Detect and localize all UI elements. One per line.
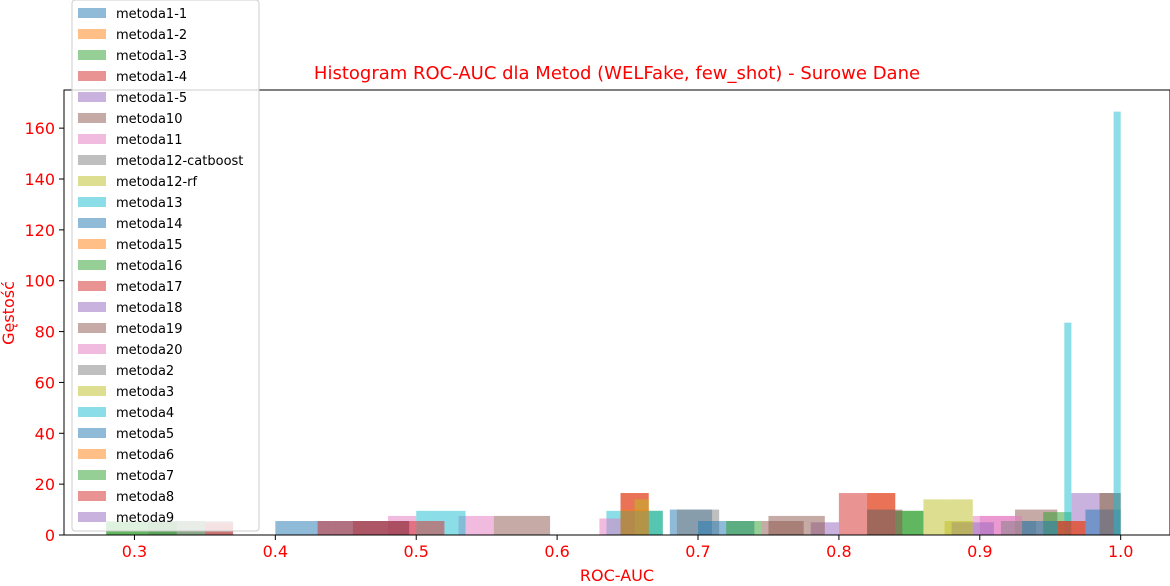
legend-swatch: [78, 71, 106, 81]
legend-swatch: [78, 344, 106, 354]
legend-label: metoda13: [116, 196, 182, 211]
y-tick-label: 20: [35, 475, 55, 494]
plot-frame: [63, 89, 1170, 536]
legend-swatch: [78, 155, 106, 165]
legend-label: metoda14: [116, 217, 182, 232]
histogram-bar: [599, 518, 621, 535]
legend-label: metoda1-5: [116, 91, 187, 106]
legend-label: metoda7: [116, 469, 174, 484]
histogram-bar: [726, 521, 762, 535]
legend-label: metoda4: [116, 406, 174, 421]
legend-swatch: [78, 281, 106, 291]
legend-label: metoda2: [116, 364, 174, 379]
histogram-bar: [1064, 322, 1072, 535]
legend-label: metoda12-rf: [116, 175, 198, 190]
legend-swatch: [78, 29, 106, 39]
x-tick-label: 0.8: [826, 542, 851, 561]
legend-swatch: [78, 50, 106, 60]
legend-label: metoda10: [116, 112, 182, 127]
legend-swatch: [78, 176, 106, 186]
legend-swatch: [78, 134, 106, 144]
legend-label: metoda1-2: [116, 28, 187, 43]
histogram-bar: [1113, 111, 1121, 536]
y-tick-label: 140: [24, 170, 55, 189]
legend-label: metoda8: [116, 490, 174, 505]
histogram-bar: [944, 521, 973, 535]
y-tick-label: 0: [45, 526, 55, 545]
x-tick-label: 0.5: [404, 542, 429, 561]
chart-title: Histogram ROC-AUC dla Metod (WELFake, fe…: [314, 63, 920, 84]
histogram-bar: [409, 521, 445, 535]
legend-swatch: [78, 92, 106, 102]
x-tick-label: 0.7: [685, 542, 710, 561]
legend-swatch: [78, 323, 106, 333]
histogram-bar: [838, 493, 868, 535]
x-tick-label: 0.9: [967, 542, 992, 561]
legend-label: metoda1-1: [116, 7, 187, 22]
legend-swatch: [78, 260, 106, 270]
legend-label: metoda15: [116, 238, 182, 253]
legend-label: metoda6: [116, 448, 174, 463]
y-tick-label: 100: [24, 272, 55, 291]
x-tick-label: 1.0: [1108, 542, 1133, 561]
legend-label: metoda5: [116, 427, 174, 442]
histogram-bar: [458, 515, 494, 535]
histogram-bar: [1057, 521, 1086, 535]
histogram-bar: [620, 509, 649, 535]
legend-label: metoda1-3: [116, 49, 187, 64]
y-tick-label: 80: [35, 323, 55, 342]
legend-swatch: [78, 470, 106, 480]
legend-swatch: [78, 8, 106, 18]
legend-label: metoda20: [116, 343, 182, 358]
y-axis-ticks: 0 20 40 60 80 100 120 140 160: [24, 119, 64, 545]
legend-box: [71, 0, 260, 532]
legend-swatch: [78, 386, 106, 396]
legend-swatch: [78, 428, 106, 438]
legend-swatch: [78, 113, 106, 123]
histogram-bar: [352, 521, 410, 535]
y-tick-label: 120: [24, 221, 55, 240]
y-tick-label: 160: [24, 119, 55, 138]
legend-label: metoda11: [116, 133, 182, 148]
legend-swatch: [78, 197, 106, 207]
legend-swatch: [78, 365, 106, 375]
x-tick-label: 0.6: [544, 542, 569, 561]
histogram-bar: [923, 499, 945, 535]
legend-swatch: [78, 491, 106, 501]
legend-swatch: [78, 218, 106, 228]
legend-label: metoda9: [116, 511, 174, 526]
y-axis-label: Gęstość: [0, 281, 18, 345]
legend-label: metoda16: [116, 259, 182, 274]
x-tick-label: 0.4: [263, 542, 288, 561]
histogram-bar: [493, 515, 551, 535]
legend-label: metoda17: [116, 280, 182, 295]
legend: metoda1-1 metoda1-2 metoda1-3 metoda1-4 meto…: [71, 0, 260, 532]
histogram-bar: [867, 509, 903, 535]
legend-label: metoda12-catboost: [116, 154, 243, 169]
histogram-bar: [317, 521, 353, 535]
legend-swatch: [78, 512, 106, 522]
histogram-bar: [761, 521, 804, 535]
y-tick-label: 40: [35, 424, 55, 443]
legend-label: metoda19: [116, 322, 182, 337]
legend-label: metoda18: [116, 301, 182, 316]
legend-swatch: [78, 239, 106, 249]
legend-label: metoda3: [116, 385, 174, 400]
x-axis-label: ROC-AUC: [580, 566, 654, 585]
histogram-bar: [972, 522, 994, 535]
legend-label: metoda1-4: [116, 70, 187, 85]
x-axis-ticks: 0.3 0.4 0.5 0.6 0.7 0.8 0.9 1.0: [122, 535, 1133, 561]
y-tick-label: 60: [35, 373, 55, 392]
legend-swatch: [78, 449, 106, 459]
legend-swatch: [78, 407, 106, 417]
legend-swatch: [78, 302, 106, 312]
x-tick-label: 0.3: [122, 542, 147, 561]
